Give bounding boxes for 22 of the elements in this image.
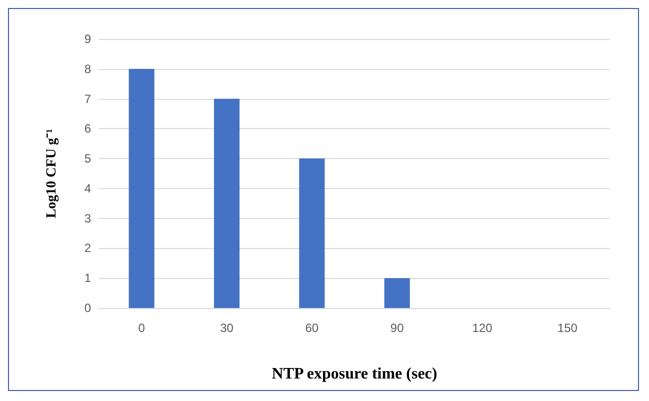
y-tick-label: 6 [84, 122, 92, 136]
y-tick-label: 8 [84, 62, 92, 76]
y-tick-label: 1 [84, 271, 92, 286]
x-axis-title: NTP exposure time (sec) [272, 366, 438, 382]
x-tick-label: 0 [138, 321, 146, 335]
bar [214, 98, 240, 308]
bar [128, 68, 154, 308]
x-tick-label: 150 [557, 321, 578, 335]
x-tick-label: 60 [305, 321, 319, 335]
y-tick-label: 0 [84, 301, 92, 315]
x-tick-label: 120 [472, 321, 493, 335]
x-tick-label: 90 [390, 321, 404, 335]
y-tick-label: 9 [84, 32, 92, 46]
y-tick-label: 4 [84, 181, 92, 196]
y-tick-label: 7 [84, 92, 92, 106]
bar [384, 278, 410, 308]
bar [299, 158, 325, 308]
y-axis-title: Log10 CFU g⁻¹ [44, 128, 60, 218]
y-tick-label: 5 [84, 152, 92, 166]
y-tick-label: 3 [84, 211, 92, 226]
y-tick-label: 2 [84, 241, 92, 256]
x-tick-label: 30 [220, 321, 234, 335]
